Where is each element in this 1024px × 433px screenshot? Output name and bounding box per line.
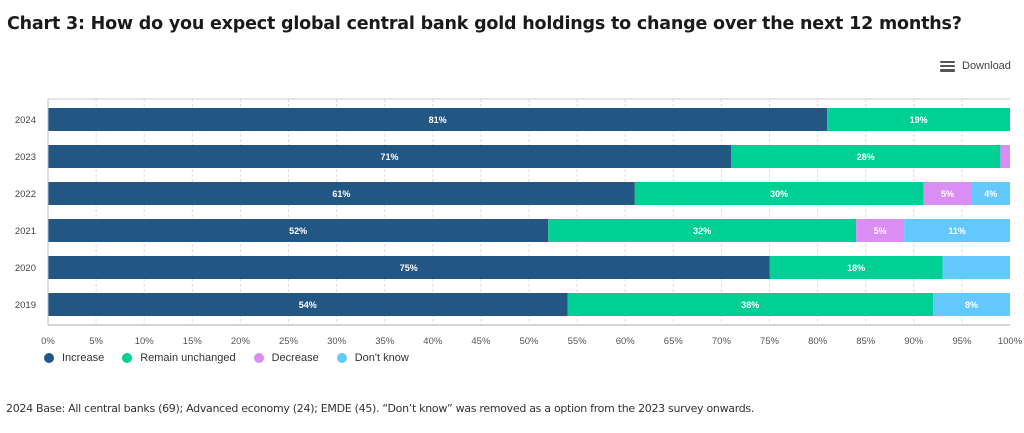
- x-tick-label: 100%: [998, 336, 1023, 345]
- y-category-label: 2024: [15, 115, 36, 126]
- legend-marker-icon: [122, 353, 133, 363]
- bar-segment-increase[interactable]: [48, 256, 770, 279]
- bar-segment-increase[interactable]: [48, 182, 635, 205]
- download-label: Download: [962, 60, 1011, 72]
- bar-segment-decrease[interactable]: [856, 219, 905, 242]
- stacked-bar-chart: 81% 19% 71% 28% 61% 30% 5% 4% 52% 32% 5% 11% 75% 18% 5…: [15, 98, 1023, 345]
- bar-segment-remain-unchanged[interactable]: [827, 108, 1010, 131]
- bar-segment-increase[interactable]: [48, 145, 732, 168]
- x-tick-label: 70%: [712, 336, 732, 345]
- data-label: 4%: [984, 189, 997, 199]
- x-tick-label: 40%: [423, 336, 443, 345]
- bar-segment-remain-unchanged[interactable]: [731, 145, 1001, 168]
- y-category-label: 2023: [15, 152, 36, 163]
- bar-segment-don-t-know[interactable]: [933, 293, 1010, 316]
- x-tick-label: 20%: [231, 336, 251, 345]
- data-label: 32%: [693, 226, 711, 236]
- data-label: 81%: [429, 115, 447, 125]
- legend-label: Decrease: [271, 352, 319, 364]
- data-label: 54%: [299, 300, 317, 310]
- bars: [48, 108, 1010, 316]
- y-category-label: 2021: [15, 226, 36, 237]
- hamburger-menu-icon: [940, 60, 955, 72]
- x-tick-label: 65%: [664, 336, 684, 345]
- x-tick-label: 15%: [183, 336, 203, 345]
- x-tick-label: 75%: [760, 336, 780, 345]
- data-label: 61%: [332, 189, 350, 199]
- bar-segment-remain-unchanged[interactable]: [567, 293, 934, 316]
- bar-segment-don-t-know[interactable]: [904, 219, 1010, 242]
- data-label: 5%: [874, 226, 887, 236]
- legend-item-remain-unchanged[interactable]: Remain unchanged: [122, 352, 236, 364]
- y-category-label: 2022: [15, 189, 36, 200]
- legend-label: Don't know: [354, 352, 409, 364]
- x-tick-label: 0%: [41, 336, 55, 345]
- bar-segment-remain-unchanged[interactable]: [769, 256, 943, 279]
- bar-segment-increase[interactable]: [48, 219, 549, 242]
- data-label: 11%: [948, 226, 966, 236]
- bar-segment-decrease[interactable]: [1000, 145, 1010, 168]
- legend-label: Remain unchanged: [140, 352, 236, 364]
- bar-segment-increase[interactable]: [48, 293, 568, 316]
- download-button[interactable]: Download: [940, 60, 1011, 72]
- bar-segment-increase[interactable]: [48, 108, 828, 131]
- legend-item-don-t-know[interactable]: Don't know: [336, 352, 409, 364]
- legend-item-decrease[interactable]: Decrease: [253, 352, 319, 364]
- x-axis: 0% 5% 10% 15% 20% 25% 30% 35% 40% 45% 50% 55% 60% 65%…: [41, 324, 1023, 345]
- data-label: 28%: [857, 152, 875, 162]
- bar-segment-don-t-know[interactable]: [942, 256, 1010, 279]
- x-tick-label: 30%: [327, 336, 347, 345]
- x-tick-label: 95%: [952, 336, 972, 345]
- data-label: 75%: [400, 263, 418, 273]
- legend-label: Increase: [62, 352, 105, 364]
- footnote: 2024 Base: All central banks (69); Advan…: [6, 402, 755, 415]
- legend-item-increase[interactable]: Increase: [44, 352, 104, 364]
- x-tick-label: 55%: [568, 336, 588, 345]
- data-label: 30%: [770, 189, 788, 199]
- data-label: 19%: [910, 115, 928, 125]
- x-tick-label: 60%: [616, 336, 636, 345]
- chart-title: Chart 3: How do you expect global centra…: [7, 14, 962, 34]
- x-tick-label: 50%: [519, 336, 539, 345]
- data-label: 52%: [289, 226, 307, 236]
- data-label: 71%: [381, 152, 399, 162]
- y-category-label: 2020: [15, 263, 36, 274]
- bar-segment-don-t-know[interactable]: [971, 182, 1010, 205]
- bar-segment-remain-unchanged[interactable]: [634, 182, 924, 205]
- data-label: 5%: [941, 189, 954, 199]
- y-axis: 2024 2023 2022 2021 2020 2019: [15, 99, 49, 325]
- legend-marker-icon: [336, 353, 347, 363]
- x-tick-label: 85%: [856, 336, 876, 345]
- x-tick-label: 35%: [375, 336, 395, 345]
- data-label: 8%: [965, 300, 978, 310]
- y-category-label: 2019: [15, 300, 36, 311]
- legend: Increase Remain unchanged Decrease Don't kn…: [44, 352, 427, 364]
- data-label: 18%: [847, 263, 865, 273]
- data-label: 38%: [741, 300, 759, 310]
- legend-marker-icon: [253, 353, 264, 363]
- grid-lines: [48, 98, 1010, 325]
- legend-marker-icon: [44, 353, 54, 363]
- x-tick-label: 5%: [89, 336, 103, 345]
- bar-segment-remain-unchanged[interactable]: [548, 219, 857, 242]
- x-tick-label: 25%: [279, 336, 299, 345]
- x-tick-label: 45%: [471, 336, 491, 345]
- x-tick-label: 90%: [904, 336, 924, 345]
- x-tick-label: 80%: [808, 336, 828, 345]
- data-labels: 81% 19% 71% 28% 61% 30% 5% 4% 52% 32% 5% 11% 75% 18% 5…: [289, 115, 997, 310]
- x-tick-label: 10%: [135, 336, 155, 345]
- bar-segment-decrease[interactable]: [923, 182, 972, 205]
